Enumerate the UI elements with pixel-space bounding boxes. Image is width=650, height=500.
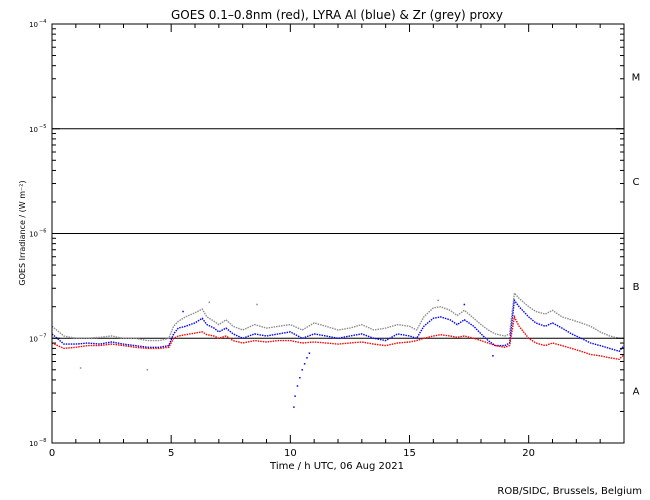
y-tick-exponent-4: −4 [39,19,46,25]
reference-lines [52,128,624,339]
outlier-point [301,369,303,371]
outlier-point [296,385,299,387]
outlier-point [79,367,82,369]
outlier-point [293,406,295,408]
x-axis-label: Time / h UTC, 06 Aug 2021 [269,461,404,472]
outlier-point [308,352,311,354]
outlier-point [306,357,308,359]
y-axis-label: GOES Irradiance / (W m⁻²) [18,180,27,285]
outlier-point [299,376,301,379]
outlier-point [463,303,466,306]
series-line-1 [51,298,625,353]
y-tick-exponent-1: −7 [39,333,46,339]
flare-class-label-1: B [633,282,640,293]
y-tick-exponent-3: −5 [39,124,46,130]
flare-class-label-3: M [632,72,641,83]
flare-class-label-0: A [633,387,640,398]
outlier-point [146,369,149,371]
credit-text: ROB/SIDC, Brussels, Belgium [497,486,642,497]
outlier-point [182,310,184,313]
outlier-point [256,303,258,306]
x-tick-label-3: 15 [403,448,416,459]
y-tick-label-0: 10 [29,440,38,448]
outlier-point [492,355,494,357]
outlier-point [208,301,211,304]
flare-class-label-2: C [633,177,640,188]
y-tick-label-2: 10 [29,231,38,239]
outlier-point [303,363,306,365]
outlier-point [294,395,296,397]
x-tick-label-0: 0 [49,448,55,459]
y-tick-exponent-0: −8 [39,438,46,444]
outlier-layer [79,299,494,408]
series-layer [51,291,625,361]
x-tick-label-1: 5 [168,448,174,459]
outlier-point [437,299,439,302]
y-tick-label-1: 10 [29,335,38,343]
chart-title: GOES 0.1–0.8nm (red), LYRA Al (blue) & Z… [171,8,503,22]
y-tick-exponent-2: −6 [39,229,46,235]
x-tick-label-4: 20 [522,448,535,459]
y-tick-label-4: 10 [29,21,38,29]
series-line-0 [51,291,624,342]
x-tick-label-2: 10 [284,448,297,459]
y-tick-label-3: 10 [29,126,38,134]
